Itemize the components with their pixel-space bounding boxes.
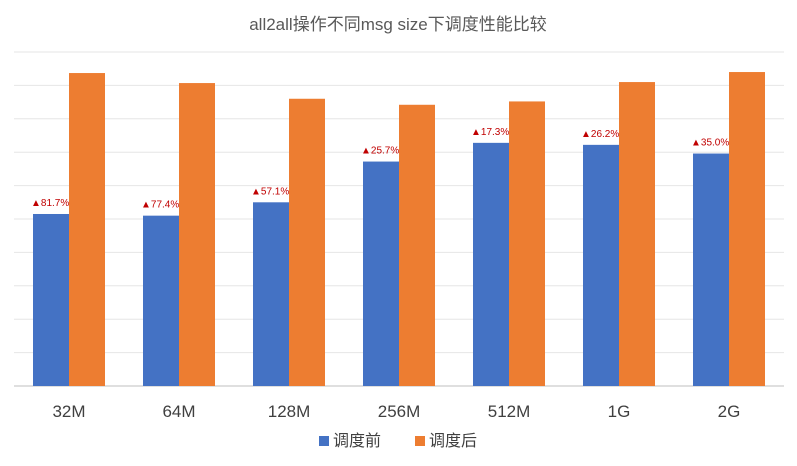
improvement-label-2G: ▲35.0%	[691, 138, 729, 149]
bar-after-64M	[179, 83, 215, 386]
legend-label-1: 调度前	[333, 432, 381, 450]
improvement-label-1G: ▲26.2%	[581, 129, 619, 140]
bar-after-128M	[289, 98, 325, 386]
x-tick-1G: 1G	[608, 402, 631, 421]
improvement-label-128M: ▲57.1%	[251, 186, 289, 197]
bar-after-512M	[509, 101, 545, 386]
legend-label-2: 调度后	[429, 432, 477, 450]
annotations: ▲81.7% ▲77.4% ▲57.1% ▲25.7% ▲17.3% ▲26.2% ▲35.…	[31, 127, 729, 211]
improvement-label-64M: ▲77.4%	[141, 200, 179, 211]
x-tick-512M: 512M	[488, 402, 531, 421]
bar-after-256M	[399, 104, 435, 386]
x-tick-32M: 32M	[52, 402, 85, 421]
legend: 调度前 调度后	[319, 432, 477, 450]
bars	[33, 72, 765, 387]
x-tick-2G: 2G	[718, 402, 741, 421]
bar-before-512M	[473, 142, 509, 386]
bar-after-2G	[729, 72, 765, 386]
bar-after-32M	[69, 73, 105, 387]
x-tick-64M: 64M	[162, 402, 195, 421]
improvement-label-256M: ▲25.7%	[361, 146, 399, 157]
improvement-label-512M: ▲17.3%	[471, 127, 509, 138]
chart-title: all2all操作不同msg size下调度性能比较	[249, 15, 547, 34]
bar-before-32M	[33, 213, 69, 386]
bar-after-1G	[619, 82, 655, 386]
x-axis-ticks: 32M 64M 128M 256M 512M 1G 2G	[52, 402, 740, 421]
legend-swatch-1	[319, 436, 329, 446]
bar-before-64M	[143, 215, 179, 386]
improvement-label-32M: ▲81.7%	[31, 198, 69, 209]
x-tick-128M: 128M	[268, 402, 311, 421]
bar-before-256M	[363, 161, 399, 386]
x-tick-256M: 256M	[378, 402, 421, 421]
bar-before-1G	[583, 144, 619, 386]
bar-before-128M	[253, 202, 289, 386]
bar-before-2G	[693, 153, 729, 386]
legend-swatch-2	[415, 436, 425, 446]
